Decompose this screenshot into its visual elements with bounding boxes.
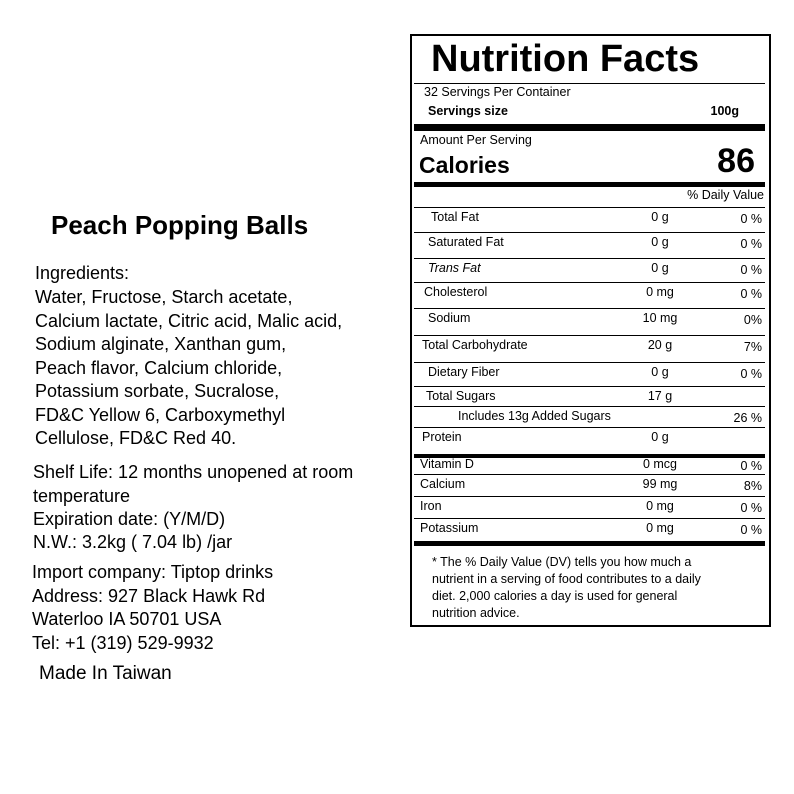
nutrient-amount: 0 g xyxy=(651,365,669,379)
rule xyxy=(414,207,765,208)
calories-label: Calories xyxy=(419,152,510,178)
nutrient-name: Protein xyxy=(422,430,462,444)
shelf-life-line: temperature xyxy=(33,485,131,506)
nutrition-box xyxy=(410,34,771,627)
nutrient-amount: 0 g xyxy=(651,210,669,224)
footnote-line: * The % Daily Value (DV) tells you how m… xyxy=(432,555,692,569)
ingredient-line: Peach flavor, Calcium chloride, xyxy=(35,357,283,378)
ingredient-line: Potassium sorbate, Sucralose, xyxy=(35,381,280,401)
net-weight: N.W.: 3.2kg ( 7.04 lb) /jar xyxy=(33,532,233,552)
origin: Made In Taiwan xyxy=(39,663,172,684)
nutrient-dv: 0 % xyxy=(740,237,762,251)
rule xyxy=(414,518,765,519)
rule xyxy=(414,83,765,84)
rule xyxy=(414,496,765,497)
rule xyxy=(414,124,765,131)
nutrient-amount: 20 g xyxy=(647,338,673,352)
rule xyxy=(414,182,765,187)
nutrient-amount: 17 g xyxy=(647,389,673,403)
rule xyxy=(414,258,765,259)
daily-value-header: % Daily Value xyxy=(687,188,764,202)
import-line: Address: 927 Black Hawk Rd xyxy=(32,585,266,606)
rule xyxy=(414,232,765,233)
rule xyxy=(414,335,765,336)
nutrient-name: Saturated Fat xyxy=(428,235,504,249)
nutrient-name: Vitamin D xyxy=(420,457,474,471)
nutrient-name: Total Fat xyxy=(431,210,479,224)
footnote: * The % Daily Value (DV) tells you how m… xyxy=(432,554,701,622)
footnote-line: nutrient in a serving of food contribute… xyxy=(432,572,701,586)
ingredient-line: FD&C Yellow 6, Carboxymethyl xyxy=(35,404,286,425)
nutrition-title: Nutrition Facts xyxy=(431,38,700,80)
nutrient-name: Cholesterol xyxy=(424,285,488,299)
rule xyxy=(414,362,765,363)
ingredient-line: Sodium alginate, Xanthan gum, xyxy=(35,334,287,354)
import-line: Waterloo IA 50701 USA xyxy=(32,609,222,629)
nutrient-amount: 0 mcg xyxy=(642,457,678,471)
serving-size-label: Servings size xyxy=(428,104,508,118)
import-line: Tel: +1 (319) 529-9932 xyxy=(32,632,214,653)
expiration: Expiration date: (Y/M/D) xyxy=(33,509,226,529)
rule xyxy=(414,454,765,458)
nutrient-name: Trans Fat xyxy=(428,261,481,275)
calories: 86 xyxy=(717,142,755,180)
nutrient-amount: 0 g xyxy=(651,261,669,275)
rule xyxy=(414,308,765,309)
nutrient-amount: 0 mg xyxy=(646,499,674,513)
nutrient-dv: 0 % xyxy=(740,501,762,515)
nutrient-amount: 0 mg xyxy=(646,521,674,535)
shelf-life: Shelf Life: 12 months unopened at room te… xyxy=(33,461,353,508)
rule xyxy=(414,427,765,428)
nutrient-name: Total Carbohydrate xyxy=(422,338,528,352)
nutrient-name: Total Sugars xyxy=(426,389,496,403)
nutrient-amount: 0 g xyxy=(651,430,669,444)
rule xyxy=(414,541,765,546)
product-title: Peach Popping Balls xyxy=(51,210,309,240)
nutrient-name: Calcium xyxy=(420,477,466,491)
nutrient-dv: 0 % xyxy=(740,287,762,301)
nutrient-dv: 0 % xyxy=(740,523,762,537)
nutrient-dv: 0 % xyxy=(740,367,762,381)
nutrient-dv: 7% xyxy=(743,340,762,354)
nutrient-name: Sodium xyxy=(428,311,471,325)
import-info: Import company: Tiptop drinks Address: 92… xyxy=(32,561,273,655)
ingredient-line: Water, Fructose, Starch acetate, xyxy=(35,287,293,307)
nutrient-name: Potassium xyxy=(420,521,479,535)
footnote-line: nutrition advice. xyxy=(432,606,520,620)
nutrient-dv: 0 % xyxy=(740,459,762,473)
nutrient-name: Iron xyxy=(420,499,442,513)
nutrient-amount: 0 mg xyxy=(646,285,674,299)
shelf-life-line: Shelf Life: 12 months unopened at room xyxy=(33,462,354,482)
nutrient-amount: 99 mg xyxy=(642,477,678,491)
nutrient-name: Includes 13g Added Sugars xyxy=(458,409,611,423)
nutrient-amount: 0 g xyxy=(651,235,669,249)
rule xyxy=(414,282,765,283)
nutrient-dv: 26 % xyxy=(733,411,763,425)
nutrient-dv: 0 % xyxy=(740,263,762,277)
servings-per-container: 32 Servings Per Container xyxy=(424,85,571,99)
rule xyxy=(414,386,765,387)
amount-per-serving: Amount Per Serving xyxy=(420,133,532,147)
footnote-line: diet. 2,000 calories a day is used for g… xyxy=(432,589,678,603)
nutrient-dv: 8% xyxy=(743,479,762,493)
ingredients-heading: Ingredients: xyxy=(35,263,130,283)
nutrient-dv: 0% xyxy=(743,313,762,327)
ingredient-line: Cellulose, FD&C Red 40. xyxy=(35,428,237,448)
ingredient-line: Calcium lactate, Citric acid, Malic acid… xyxy=(35,310,343,331)
rule xyxy=(414,474,765,475)
ingredients: Water, Fructose, Starch acetate, Calcium … xyxy=(35,286,342,451)
nutrient-dv: 0 % xyxy=(740,212,762,226)
import-line: Import company: Tiptop drinks xyxy=(32,562,274,582)
rule xyxy=(414,406,765,407)
serving-size: 100g xyxy=(710,104,740,118)
nutrient-amount: 10 mg xyxy=(642,311,678,325)
nutrient-name: Dietary Fiber xyxy=(428,365,500,379)
